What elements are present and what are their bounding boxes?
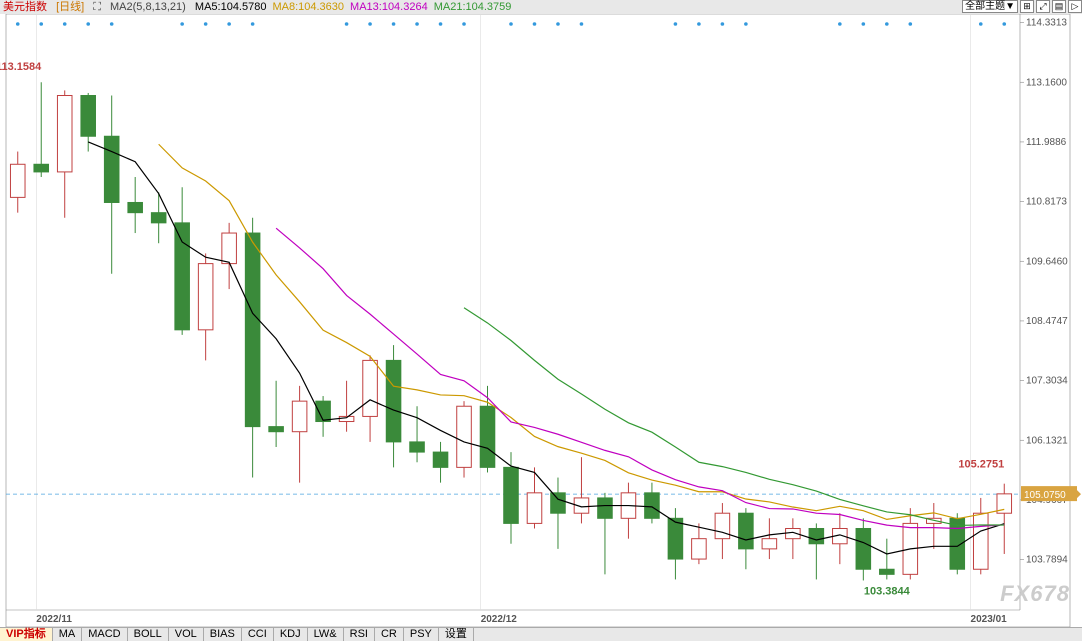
header-icon-button[interactable]: ⤢ bbox=[1036, 0, 1050, 13]
timeframe-label: [日线] bbox=[53, 0, 87, 14]
ma-group-label: MA2(5,8,13,21) bbox=[107, 0, 189, 14]
candlestick-chart: 2022/11 2022/12 2023/01 114.3313 113.1600 111… bbox=[0, 14, 1082, 627]
indicator-tab[interactable]: CCI bbox=[242, 628, 274, 641]
indicator-tab[interactable]: CR bbox=[375, 628, 404, 641]
svg-text:103.3844: 103.3844 bbox=[864, 586, 911, 598]
svg-text:111.9886: 111.9886 bbox=[1026, 137, 1067, 148]
indicator-tab[interactable]: BIAS bbox=[204, 628, 242, 641]
svg-text:2023/01: 2023/01 bbox=[971, 614, 1008, 625]
header-icon-button[interactable]: ⊞ bbox=[1020, 0, 1034, 13]
svg-text:2022/11: 2022/11 bbox=[36, 614, 72, 625]
indicator-tab[interactable]: LW& bbox=[308, 628, 344, 641]
indicator-tab[interactable]: MACD bbox=[82, 628, 127, 641]
svg-text:105.2751: 105.2751 bbox=[958, 458, 1004, 470]
topic-dropdown[interactable]: 全部主题▼ bbox=[962, 0, 1018, 13]
svg-text:108.4747: 108.4747 bbox=[1026, 316, 1068, 327]
header-icon-button[interactable]: ▤ bbox=[1052, 0, 1066, 13]
ma-values: MA5:104.5780MA8:104.3630MA13:104.3264MA2… bbox=[192, 0, 514, 14]
svg-text:110.8173: 110.8173 bbox=[1026, 197, 1067, 208]
indicator-tab-bar: VIP指标MAMACDBOLLVOLBIASCCIKDJLW&RSICRPSY设… bbox=[0, 627, 1082, 641]
indicator-tab[interactable]: MA bbox=[53, 628, 83, 641]
header-icon-button[interactable]: ▷ bbox=[1068, 0, 1082, 13]
app-container: 美元指数 [日线] ⛶ MA2(5,8,13,21) MA5:104.5780M… bbox=[0, 0, 1082, 641]
svg-text:107.3034: 107.3034 bbox=[1026, 376, 1068, 387]
indicator-tab[interactable]: BOLL bbox=[128, 628, 169, 641]
indicator-tab[interactable]: KDJ bbox=[274, 628, 308, 641]
ma-value-label: MA21:104.3759 bbox=[431, 0, 515, 14]
chart-area: 2022/11 2022/12 2023/01 114.3313 113.1600 111… bbox=[0, 14, 1082, 627]
svg-text:113.1584: 113.1584 bbox=[0, 61, 42, 73]
indicator-tab[interactable]: VOL bbox=[169, 628, 204, 641]
svg-text:113.1600: 113.1600 bbox=[1026, 77, 1067, 88]
ma-value-label: MA13:104.3264 bbox=[347, 0, 431, 14]
chart-header: 美元指数 [日线] ⛶ MA2(5,8,13,21) MA5:104.5780M… bbox=[0, 0, 1082, 14]
svg-text:106.1321: 106.1321 bbox=[1026, 435, 1068, 446]
svg-text:114.3313: 114.3313 bbox=[1026, 18, 1067, 29]
svg-text:105.0750: 105.0750 bbox=[1024, 490, 1066, 501]
chart-type-icon: ⛶ bbox=[90, 0, 104, 14]
ma-value-label: MA5:104.5780 bbox=[192, 0, 270, 14]
instrument-title: 美元指数 bbox=[0, 0, 50, 14]
indicator-tab[interactable]: VIP指标 bbox=[0, 628, 53, 641]
indicator-tab[interactable]: RSI bbox=[344, 628, 375, 641]
svg-text:103.7894: 103.7894 bbox=[1026, 555, 1068, 566]
svg-text:2022/12: 2022/12 bbox=[481, 614, 518, 625]
svg-text:109.6460: 109.6460 bbox=[1026, 256, 1068, 267]
indicator-tab[interactable]: PSY bbox=[404, 628, 439, 641]
indicator-tab[interactable]: 设置 bbox=[439, 628, 474, 641]
ma-value-label: MA8:104.3630 bbox=[269, 0, 347, 14]
